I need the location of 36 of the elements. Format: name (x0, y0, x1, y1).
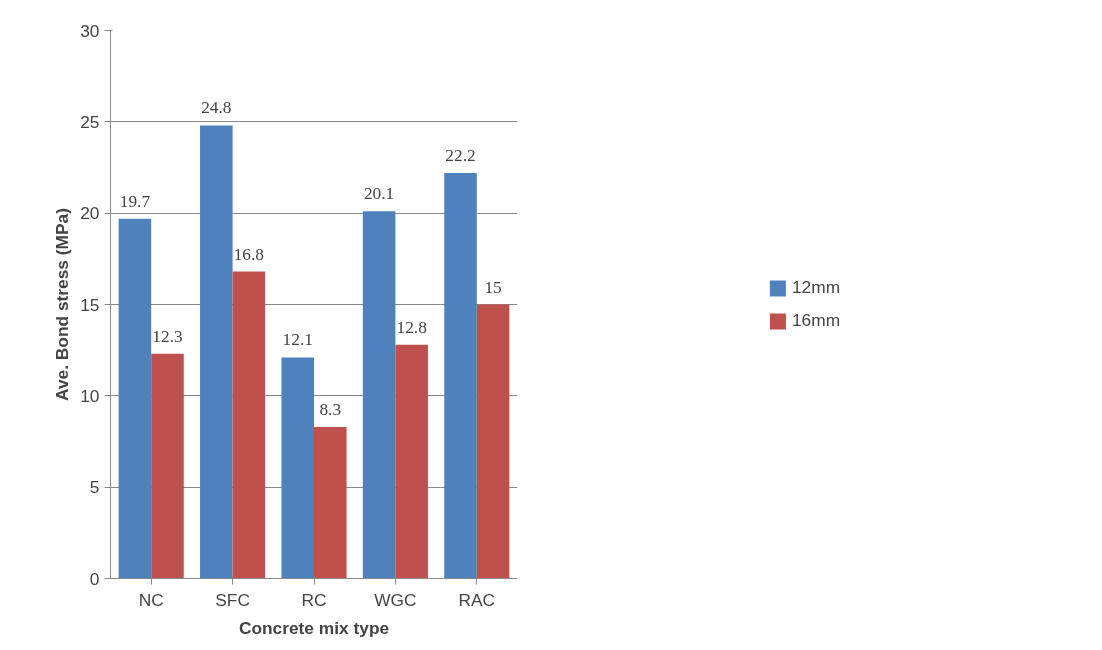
x-tick-label: SFC (215, 589, 250, 610)
data-label: 19.7 (119, 191, 151, 211)
data-label: 12.3 (152, 326, 183, 346)
data-label: 24.8 (201, 98, 232, 118)
bar (362, 211, 396, 579)
bar (444, 172, 477, 579)
data-label: 15 (484, 277, 502, 297)
bar (281, 357, 314, 579)
bar (118, 218, 152, 579)
legend-label: 16mm (791, 310, 841, 331)
x-tick-label: NC (138, 589, 164, 610)
y-tick-label: 25 (80, 111, 100, 132)
data-label: 12.8 (396, 317, 427, 337)
bar (314, 426, 347, 579)
x-tick-label: RC (301, 589, 327, 610)
y-tick-label: 15 (80, 294, 100, 315)
y-tick-label: 5 (89, 477, 100, 498)
bar (232, 271, 266, 579)
bar (395, 344, 428, 579)
x-tick-label: RAC (458, 589, 496, 610)
data-label: 16.8 (233, 244, 265, 264)
y-tick-label: 0 (89, 568, 100, 589)
data-label: 22.2 (445, 145, 476, 165)
bar (476, 304, 510, 579)
y-axis-title: Ave. Bond stress (MPa) (52, 208, 73, 401)
x-axis-title: Concrete mix type (238, 617, 390, 638)
y-tick-label: 10 (80, 385, 100, 406)
bar (200, 125, 233, 579)
y-tick-label: 20 (80, 203, 100, 224)
x-tick-label: WGC (374, 589, 417, 610)
data-label: 8.3 (319, 399, 342, 419)
bar (151, 353, 184, 579)
legend-label: 12mm (791, 277, 841, 298)
data-label: 12.1 (282, 330, 313, 350)
y-tick-label: 30 (80, 20, 100, 41)
data-label: 20.1 (363, 184, 395, 204)
